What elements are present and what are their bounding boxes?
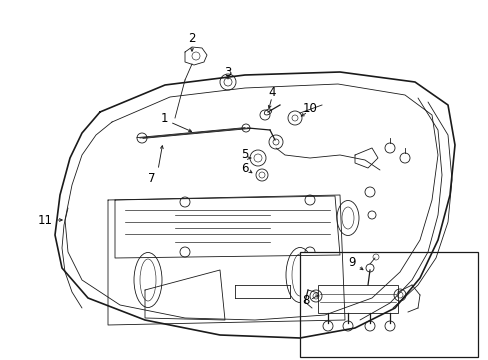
Text: 5: 5 <box>241 148 248 162</box>
Text: 7: 7 <box>148 171 156 184</box>
Text: 8: 8 <box>302 293 309 306</box>
Text: 10: 10 <box>302 102 317 114</box>
Text: 1: 1 <box>160 112 167 125</box>
Bar <box>299 252 477 357</box>
Text: 11: 11 <box>38 213 52 226</box>
Text: 4: 4 <box>268 85 275 99</box>
Text: 3: 3 <box>224 66 231 78</box>
Text: 6: 6 <box>241 162 248 175</box>
Text: 2: 2 <box>188 31 195 45</box>
Bar <box>317 285 397 313</box>
Text: 9: 9 <box>347 256 355 269</box>
